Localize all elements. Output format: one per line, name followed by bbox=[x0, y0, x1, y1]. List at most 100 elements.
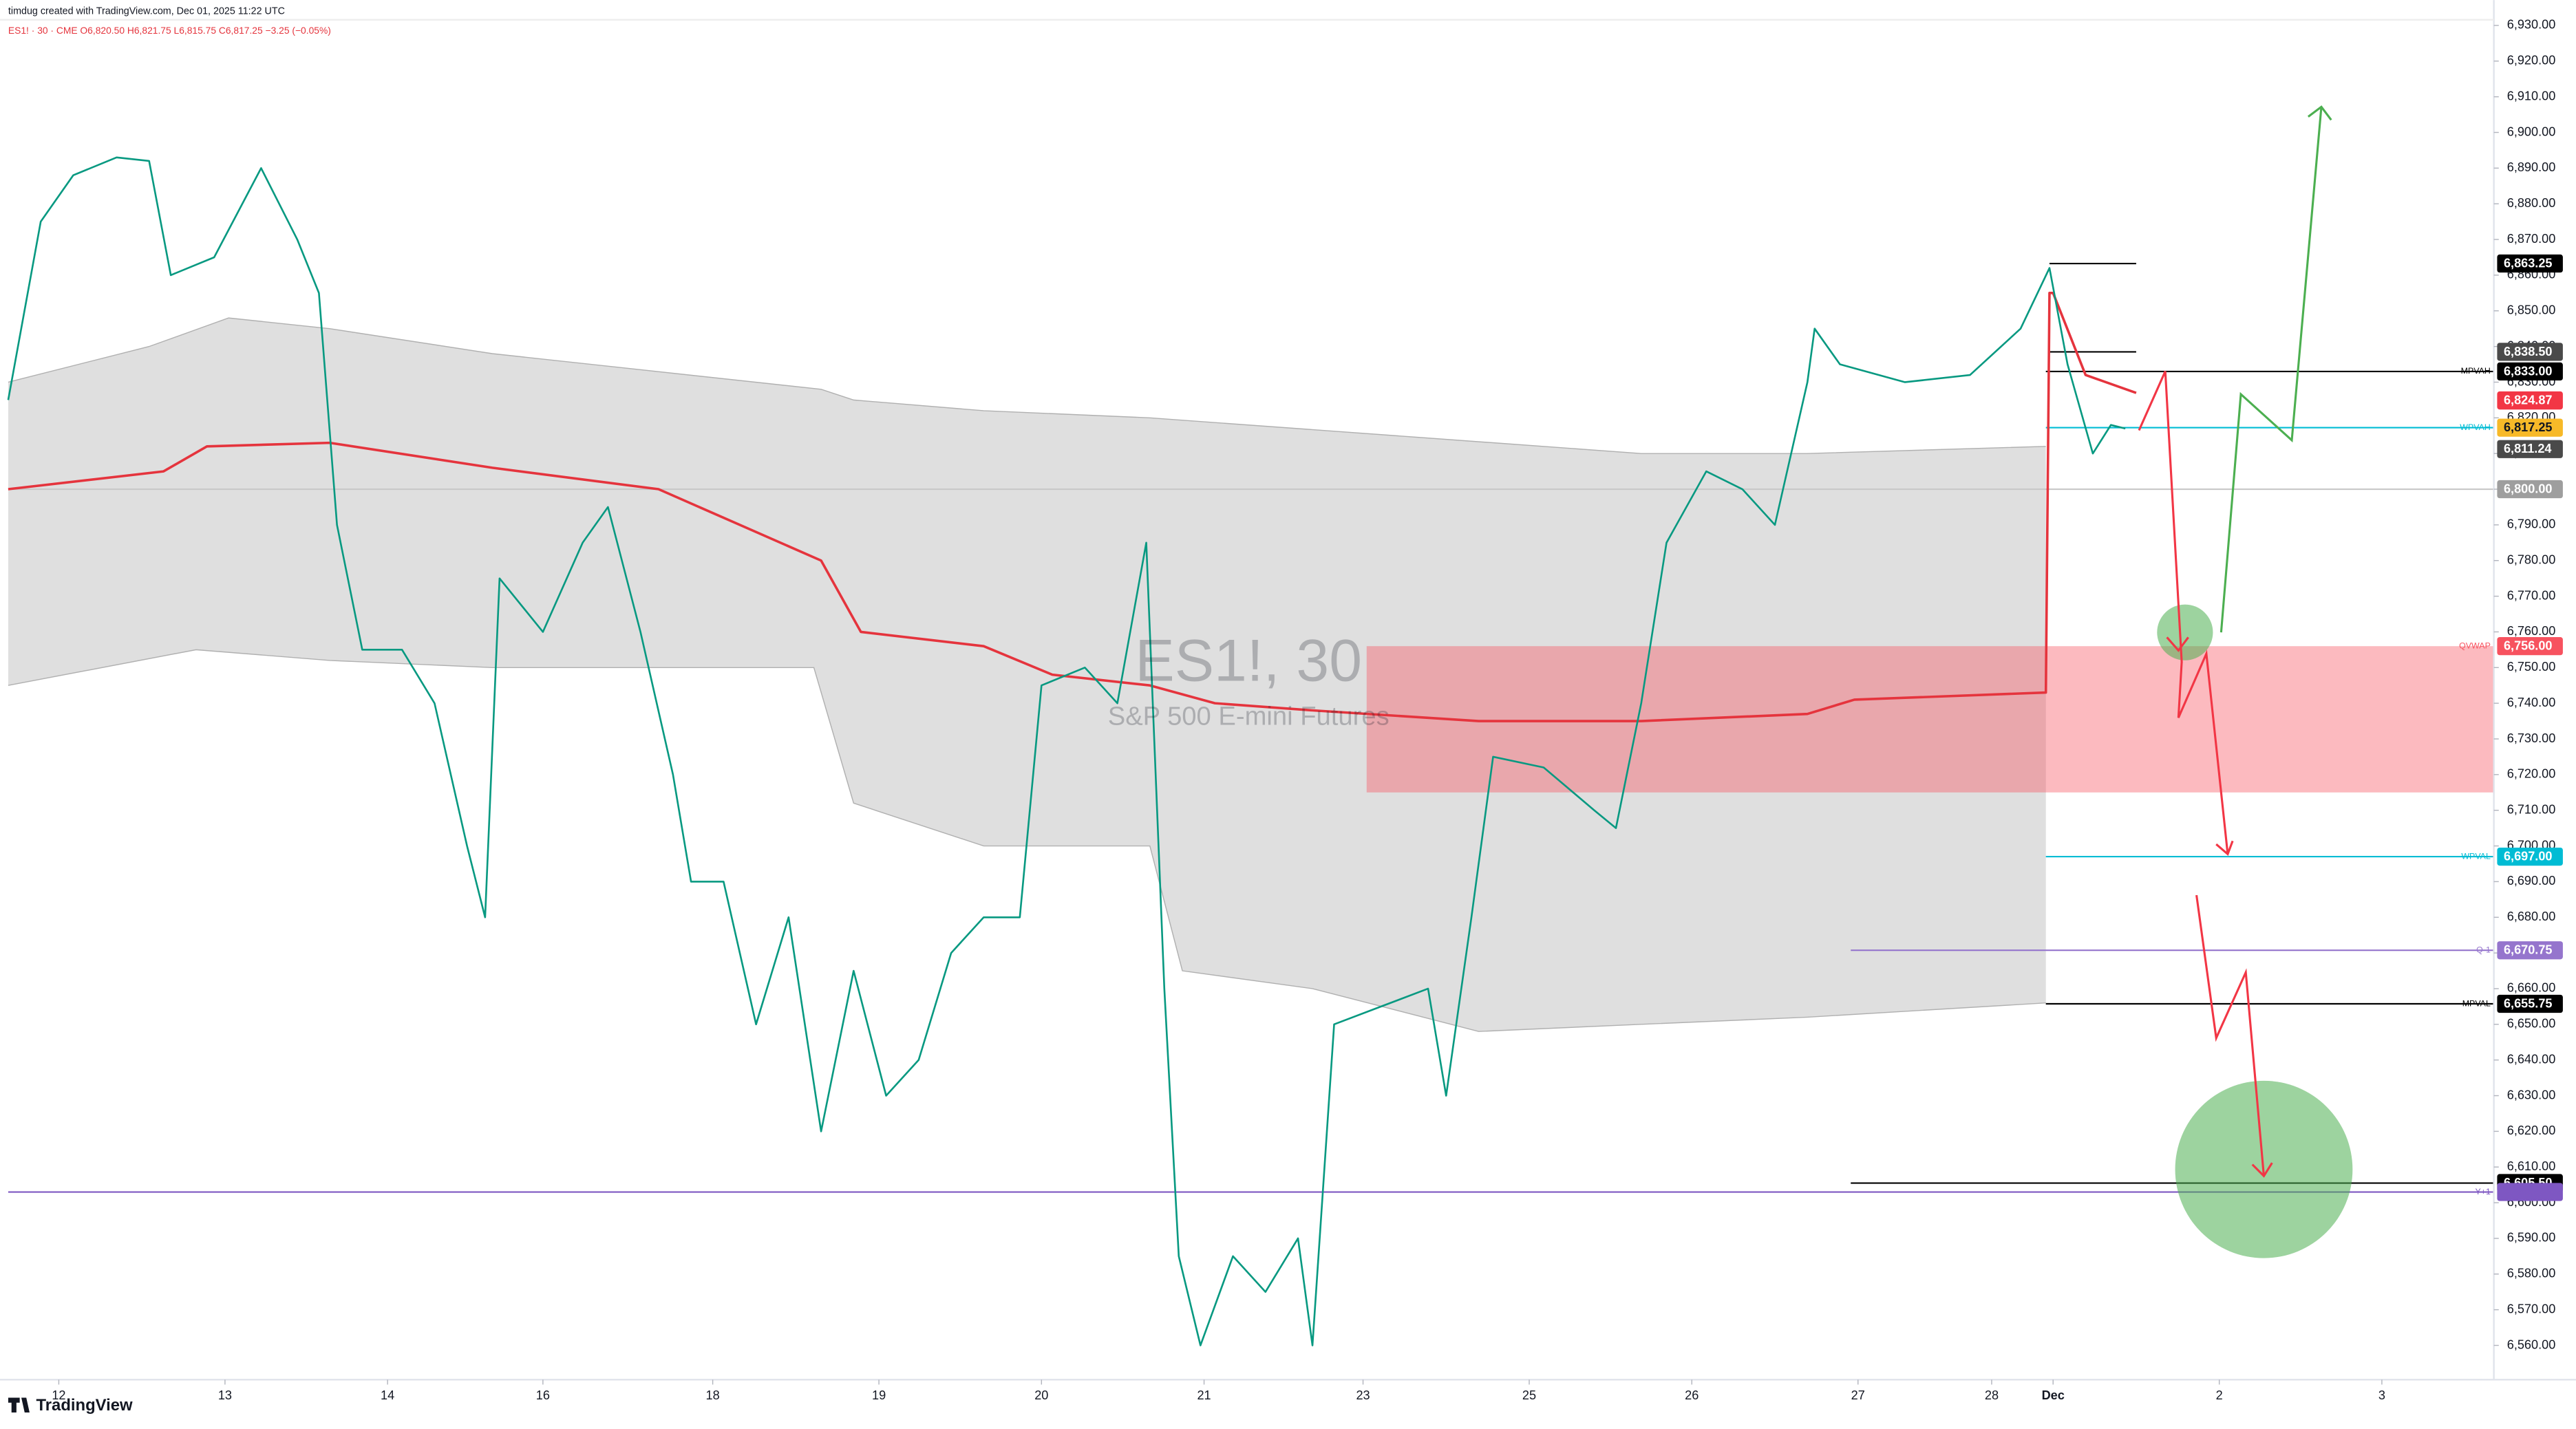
x-tick-label: 12 bbox=[52, 1388, 65, 1402]
arrow-head bbox=[2166, 636, 2189, 652]
projection bbox=[2138, 105, 2353, 1258]
x-tick-label: 23 bbox=[1356, 1388, 1370, 1402]
y-tick-label: 6,910.00 bbox=[2507, 89, 2556, 103]
price-label-box bbox=[2497, 637, 2563, 656]
price-label: 6,838.50 bbox=[2504, 345, 2553, 358]
price-label: 6,811.24 bbox=[2504, 442, 2552, 455]
x-tick-label: 13 bbox=[218, 1388, 232, 1402]
level-tag: MPVAH bbox=[2461, 366, 2491, 376]
price-label-box bbox=[2497, 440, 2563, 458]
x-tick-label: 25 bbox=[1522, 1388, 1536, 1402]
level-tag: MPVAL bbox=[2462, 998, 2491, 1008]
price-label-box bbox=[2497, 1183, 2563, 1201]
price-label: 6,833.00 bbox=[2504, 364, 2553, 378]
logo-icon bbox=[8, 1397, 30, 1413]
y-tick-label: 6,790.00 bbox=[2507, 517, 2556, 531]
watermark-description: S&P 500 E-mini Futures bbox=[1108, 701, 1390, 731]
price-label: 6,655.75 bbox=[2504, 997, 2553, 1011]
y-tick-label: 6,870.00 bbox=[2507, 232, 2556, 246]
y-tick-label: 6,730.00 bbox=[2507, 731, 2556, 745]
y-tick-label: 6,740.00 bbox=[2507, 696, 2556, 709]
level-tag: Q-1 bbox=[2476, 945, 2491, 954]
band-edge bbox=[8, 317, 2046, 454]
y-tick-label: 6,780.00 bbox=[2507, 553, 2556, 567]
x-tick-label: 19 bbox=[872, 1388, 886, 1402]
x-tick-label: 21 bbox=[1197, 1388, 1211, 1402]
y-tick-label: 6,930.00 bbox=[2507, 18, 2556, 32]
price-label: 6,824.87 bbox=[2504, 394, 2553, 407]
target-circle bbox=[2157, 604, 2213, 660]
y-tick-label: 6,560.00 bbox=[2507, 1337, 2556, 1351]
price-label-box bbox=[2497, 847, 2563, 866]
price-label: 6,800.00 bbox=[2504, 482, 2553, 496]
level-tag: Y+1 bbox=[2475, 1187, 2491, 1196]
arrow-head bbox=[2215, 840, 2234, 857]
y-tick-label: 6,880.00 bbox=[2507, 196, 2556, 210]
price-label: 6,670.75 bbox=[2504, 943, 2553, 957]
level-tag: WPVAL bbox=[2461, 851, 2491, 861]
logo: TradingView bbox=[8, 1396, 133, 1415]
price-label-box bbox=[2497, 343, 2563, 361]
projection-path bbox=[2138, 370, 2229, 855]
x-tick-label: 16 bbox=[536, 1388, 550, 1402]
value-area-band bbox=[8, 318, 2046, 1032]
x-tick-label: 27 bbox=[1851, 1388, 1865, 1402]
price-label: 6,697.00 bbox=[2504, 850, 2553, 863]
band-edge bbox=[8, 649, 2046, 1032]
arrow-head bbox=[2307, 105, 2332, 121]
y-tick-label: 6,620.00 bbox=[2507, 1124, 2556, 1137]
y-tick-label: 6,890.00 bbox=[2507, 160, 2556, 174]
y-tick-label: 6,770.00 bbox=[2507, 588, 2556, 602]
x-tick-label: 18 bbox=[706, 1388, 720, 1402]
axes bbox=[0, 0, 2576, 1381]
supply-zone bbox=[1366, 646, 2494, 793]
price-label-box bbox=[2497, 391, 2563, 410]
y-tick-label: 6,850.00 bbox=[2507, 303, 2556, 317]
y-tick-label: 6,680.00 bbox=[2507, 910, 2556, 923]
y-tick-label: 6,640.00 bbox=[2507, 1052, 2556, 1066]
y-tick-label: 6,660.00 bbox=[2507, 981, 2556, 995]
y-tick-label: 6,750.00 bbox=[2507, 660, 2556, 674]
level-tag: QVWAP bbox=[2459, 641, 2491, 650]
y-tick-label: 6,920.00 bbox=[2507, 54, 2556, 67]
y-tick-label: 6,570.00 bbox=[2507, 1302, 2556, 1315]
x-tick-label: Dec bbox=[2042, 1388, 2065, 1402]
price-label-box bbox=[2497, 994, 2563, 1013]
watermark-symbol: ES1!, 30 bbox=[1135, 628, 1362, 694]
series-line bbox=[8, 292, 2137, 722]
level-tag: WPVAH bbox=[2460, 422, 2491, 432]
price-label-box bbox=[2497, 480, 2563, 499]
y-tick-label: 6,580.00 bbox=[2507, 1267, 2556, 1280]
price-label-box bbox=[2497, 418, 2563, 437]
x-tick-label: 14 bbox=[381, 1388, 394, 1402]
price-label-box bbox=[2497, 941, 2563, 960]
y-tick-label: 6,630.00 bbox=[2507, 1088, 2556, 1102]
x-tick-label: 2 bbox=[2216, 1388, 2223, 1402]
y-tick-label: 6,650.00 bbox=[2507, 1017, 2556, 1031]
y-tick-label: 6,720.00 bbox=[2507, 767, 2556, 781]
price-label: 6,756.00 bbox=[2504, 639, 2553, 653]
series-line bbox=[7, 156, 2126, 1346]
y-tick-label: 6,690.00 bbox=[2507, 874, 2556, 888]
projection-path bbox=[2220, 107, 2323, 633]
y-tick-label: 6,590.00 bbox=[2507, 1231, 2556, 1245]
projection-path bbox=[2195, 894, 2265, 1176]
price-label: 6,863.25 bbox=[2504, 257, 2553, 270]
x-tick-label: 3 bbox=[2378, 1388, 2385, 1402]
price-label-box bbox=[2497, 254, 2563, 273]
logo-text: TradingView bbox=[36, 1396, 134, 1415]
y-tick-label: 6,760.00 bbox=[2507, 624, 2556, 638]
y-tick-label: 6,900.00 bbox=[2507, 125, 2556, 138]
x-tick-label: 20 bbox=[1034, 1388, 1048, 1402]
credit: timdug created with TradingView.com, Dec… bbox=[8, 6, 285, 17]
arrow-head bbox=[2251, 1162, 2273, 1178]
y-tick-label: 6,710.00 bbox=[2507, 802, 2556, 816]
x-tick-label: 26 bbox=[1685, 1388, 1699, 1402]
x-tick-label: 28 bbox=[1985, 1388, 1999, 1402]
price-label: 6,817.25 bbox=[2504, 420, 2553, 434]
plot-area bbox=[7, 156, 2494, 1346]
legend: ES1! · 30 · CME O6,820.50 H6,821.75 L6,8… bbox=[8, 25, 331, 36]
y-tick-label: 6,610.00 bbox=[2507, 1159, 2556, 1173]
